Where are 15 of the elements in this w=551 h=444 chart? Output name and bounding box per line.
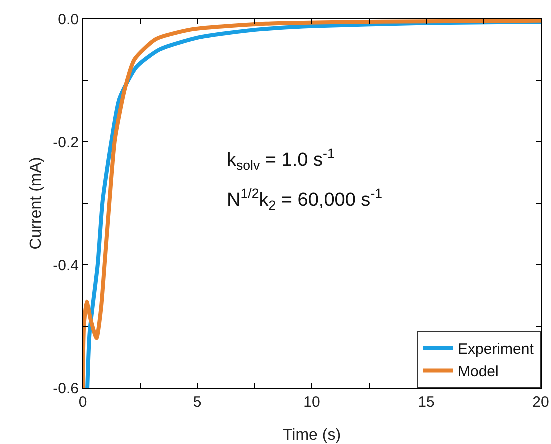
x-tick-label: 10: [304, 394, 320, 411]
y-tick-label: -0.4: [53, 257, 79, 274]
x-tick-label: 0: [78, 394, 88, 411]
legend-label: Model: [458, 364, 499, 381]
y-tick-label: -0.6: [53, 380, 79, 398]
y-axis-title: Current (mA): [28, 157, 45, 250]
annotation: k$_{solv}$ = 1.0 s$^{-1}$: [227, 146, 335, 173]
x-axis-title: Time (s): [282, 427, 342, 444]
x-tick-label: 20: [532, 394, 550, 411]
annotation: N$^{1/2}$k$_{2}$ = 60,000 s$^{-1}$: [227, 186, 383, 213]
y-tick-label: -0.2: [53, 134, 79, 152]
x-tick-label: 5: [193, 394, 202, 411]
x-tick-label: 15: [418, 394, 435, 411]
legend-label: Experiment: [458, 341, 535, 358]
y-tick-label: 0.0: [58, 11, 79, 28]
